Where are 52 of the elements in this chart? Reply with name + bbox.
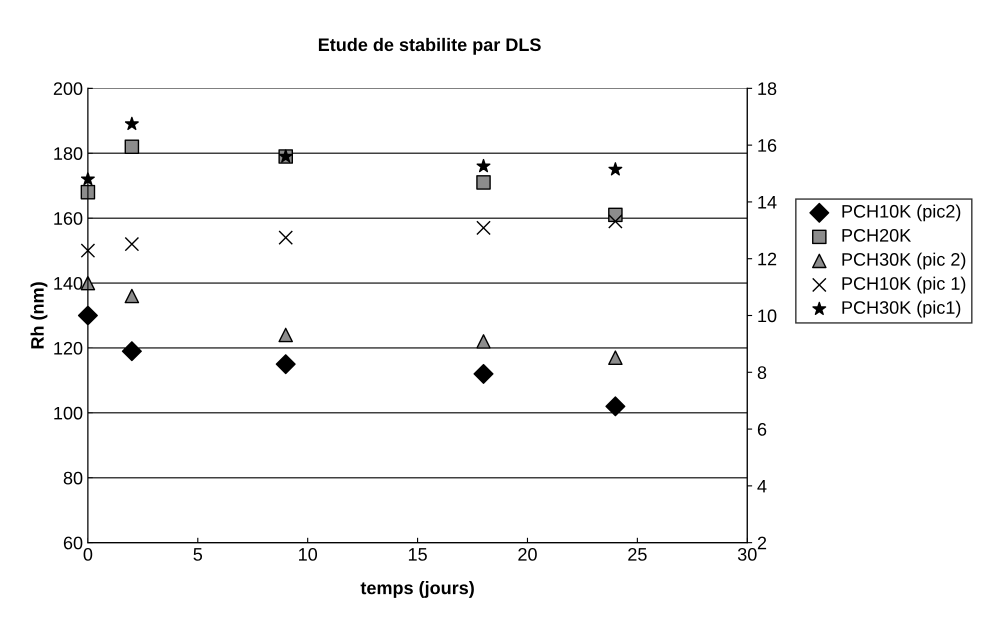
- x-tick-label: 20: [518, 548, 537, 561]
- y-tick-label: 60: [64, 536, 82, 550]
- point: [122, 341, 142, 362]
- y-tick-label: 120: [54, 342, 82, 355]
- point: [78, 305, 98, 326]
- point: [278, 328, 293, 342]
- point: [476, 175, 491, 190]
- legend-label: PCH10K (pic 1): [842, 276, 966, 294]
- point: [80, 243, 96, 258]
- y-tick-label: 200: [54, 82, 82, 96]
- x-tick-label: 0: [84, 548, 92, 561]
- y-tick-label: 140: [54, 276, 82, 290]
- x-tick-label: 15: [408, 548, 427, 561]
- legend-label: PCH10K (pic2): [842, 204, 960, 222]
- legend-label: PCH30K (pic1): [842, 300, 960, 318]
- point: [124, 116, 139, 130]
- y2-tick-label: 4: [757, 480, 766, 492]
- y2-tick-label: 16: [758, 139, 776, 152]
- point: [124, 288, 140, 304]
- point: [474, 364, 494, 384]
- point: [80, 184, 96, 200]
- point: [124, 139, 140, 154]
- y2-tick-label: 2: [758, 536, 766, 550]
- point: [605, 396, 626, 416]
- x-tick-label: 10: [299, 548, 318, 561]
- x-axis-title: temps (jours): [360, 581, 474, 598]
- legend-label: PCH30K (pic 2): [842, 252, 966, 270]
- y2-tick-label: 10: [758, 309, 776, 322]
- point: [476, 158, 490, 172]
- y2-tick-label: 6: [758, 423, 766, 436]
- point: [124, 236, 140, 252]
- y2-tick-label: 18: [758, 82, 776, 96]
- y-axis-title: Rh (nm): [30, 282, 48, 348]
- y-tick-label: 80: [64, 472, 82, 484]
- point: [608, 162, 622, 176]
- y-tick-label: 180: [54, 147, 82, 160]
- point: [476, 220, 491, 236]
- y2-tick-label: 8: [758, 366, 766, 380]
- y-tick-label: 160: [54, 212, 82, 225]
- legend-label: PCH20K: [842, 228, 912, 242]
- point: [278, 230, 293, 245]
- point: [276, 354, 296, 374]
- y-tick-label: 100: [54, 406, 82, 420]
- point: [476, 334, 491, 349]
- x-tick-label: 5: [194, 548, 202, 561]
- x-tick-label: 25: [628, 548, 647, 561]
- chart-title: Etude de stabilite par DLS: [318, 38, 541, 55]
- y2-tick-label: 14: [758, 196, 777, 208]
- x-tick-label: 30: [738, 548, 757, 561]
- point: [608, 350, 623, 365]
- y2-tick-label: 12: [758, 252, 776, 266]
- point: [608, 214, 623, 229]
